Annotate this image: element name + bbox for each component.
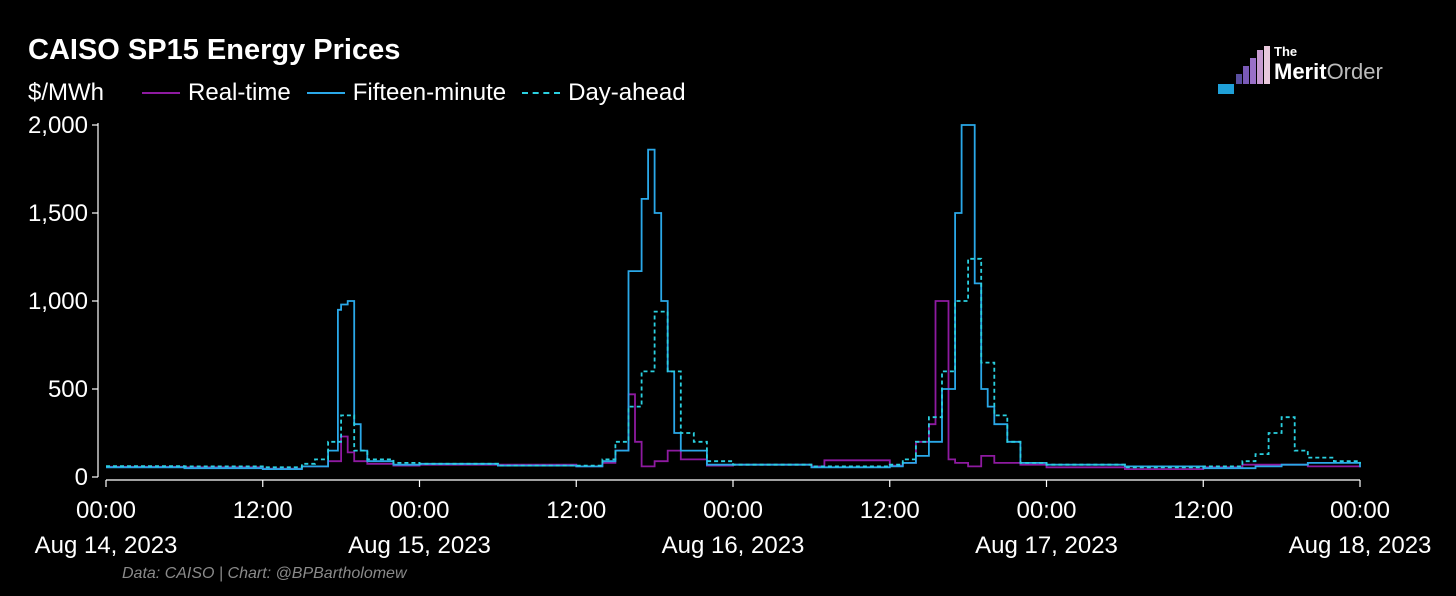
x-tick-label-date: Aug 15, 2023 — [348, 532, 491, 559]
x-tick-label-time: 12:00 — [860, 497, 920, 524]
x-tick-label-time: 00:00 — [703, 497, 763, 524]
series-line-real-time — [106, 300, 1361, 470]
legend-swatch-fifteen-minute — [306, 92, 345, 94]
x-tick-label-time: 00:00 — [76, 497, 136, 524]
x-tick-label-time: 12:00 — [233, 497, 293, 524]
y-tick-label: 2,000 — [28, 112, 88, 139]
y-unit-label: $/MWh — [28, 79, 105, 106]
legend-swatch-day-ahead — [522, 92, 561, 94]
logo-brand-light: Order — [1326, 59, 1383, 84]
axes: 0 500 1,000 1,500 2,000 00:00 Aug 14, 2023 12:0… — [28, 112, 1431, 559]
legend-label-real-time: Real-time — [188, 79, 291, 106]
x-tick-label-time: 00:00 — [1330, 497, 1390, 524]
y-tick-label: 1,500 — [28, 200, 88, 227]
logo-the-text: The — [1274, 44, 1298, 59]
x-tick-label-time: 12:00 — [1173, 497, 1233, 524]
x-tick-label-time: 00:00 — [389, 497, 449, 524]
logo-brand-text: MeritOrder — [1274, 59, 1383, 85]
x-tick-label-date: Aug 17, 2023 — [975, 532, 1118, 559]
series-lines — [106, 124, 1361, 470]
x-tick-label-time: 12:00 — [546, 497, 606, 524]
y-tick-label: 500 — [48, 376, 88, 403]
legend-label-fifteen-minute: Fifteen-minute — [352, 79, 507, 106]
chart-title: CAISO SP15 Energy Prices — [28, 34, 401, 66]
legend-item-day-ahead: Day-ahead — [522, 79, 686, 107]
y-tick-label: 0 — [75, 464, 88, 491]
logo-brand-bold: Merit — [1274, 59, 1327, 84]
y-tick-label: 1,000 — [28, 288, 88, 315]
legend: $/MWh Real-time Fifteen-minute Day-ahead — [28, 78, 702, 108]
x-tick-label-date: Aug 16, 2023 — [662, 532, 805, 559]
series-line-day-ahead — [106, 257, 1361, 469]
legend-label-day-ahead: Day-ahead — [568, 79, 686, 106]
legend-item-fifteen-minute: Fifteen-minute — [306, 79, 507, 107]
legend-swatch-real-time — [142, 92, 181, 94]
merit-order-logo: The MeritOrder — [1216, 44, 1406, 100]
series-line-fifteen-minute — [106, 124, 1361, 470]
x-tick-label-time: 00:00 — [1016, 497, 1076, 524]
x-tick-label-date: Aug 14, 2023 — [35, 532, 178, 559]
logo-bars-icon — [1218, 46, 1270, 94]
x-tick-label-date: Aug 18, 2023 — [1289, 532, 1432, 559]
source-note: Data: CAISO | Chart: @BPBartholomew — [122, 565, 407, 582]
legend-item-real-time: Real-time — [142, 79, 291, 107]
